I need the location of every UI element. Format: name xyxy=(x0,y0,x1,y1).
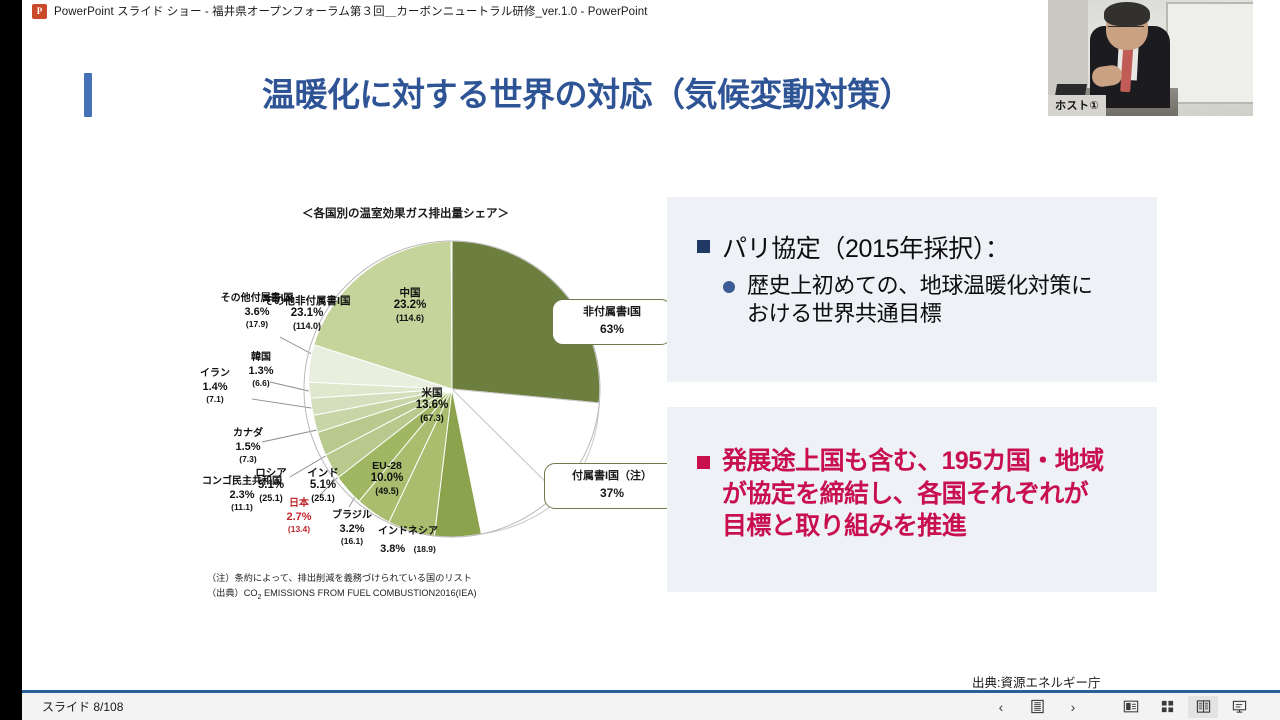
slide-grid-icon[interactable] xyxy=(1152,696,1182,718)
dev-line2: が協定を締結し、各国それぞれが xyxy=(722,479,1089,508)
round-bullet-icon xyxy=(723,281,735,293)
webcam-overlay[interactable]: ホスト① xyxy=(1048,0,1253,116)
status-accent-line xyxy=(22,690,1280,693)
pie-svg xyxy=(303,240,601,538)
chart-footnote-1: （注）条約によって、排出削減を義務づけられている国のリスト xyxy=(207,573,472,583)
pen-menu-glyph xyxy=(1030,699,1044,714)
status-bar: スライド 8/108 ‹ › xyxy=(22,693,1280,720)
chart-footnote-2: （出典）CO2 EMISSIONS FROM FUEL COMBUSTION20… xyxy=(207,585,477,601)
panel-paris-agreement: パリ協定（2015年採択）： 歴史上初めての、地球温暖化対策に おける世界共通目… xyxy=(667,197,1157,382)
square-bullet-icon xyxy=(697,456,710,469)
dev-row: 発展途上国も含む、195カ国・地域 が協定を締結し、各国それぞれが 目標と取り組… xyxy=(697,445,1143,543)
reading-view-icon[interactable] xyxy=(1188,695,1218,718)
outer-label-brazil: ブラジル 3.2% (16.1) xyxy=(332,510,372,547)
pie-chart-block: ＜各国別の温室効果ガス排出量シェア＞ xyxy=(192,177,680,627)
pen-menu-icon[interactable] xyxy=(1022,696,1052,718)
window-title: PowerPoint スライド ショー - 福井県オープンフォーラム第３回＿カー… xyxy=(54,6,648,18)
callout-non-annex1: 非付属書I国 63% xyxy=(552,299,672,345)
paris-sub-line1: 歴史上初めての、地球温暖化対策に xyxy=(747,273,1093,298)
dev-line3: 目標と取り組みを推進 xyxy=(722,512,967,540)
footnote-co2-pre: （出典）CO xyxy=(207,588,258,598)
paris-sub-line2: おける世界共通目標 xyxy=(747,301,942,327)
chart-title: ＜各国別の温室効果ガス排出量シェア＞ xyxy=(302,208,509,220)
slide-counter: スライド 8/108 xyxy=(42,700,124,714)
outer-label-indonesia: インドネシア 3.8% (18.9) xyxy=(378,526,438,555)
outer-label-congo: コンゴ民主共和国 2.3% (11.1) xyxy=(202,476,282,513)
title-accent-bar xyxy=(84,73,92,117)
square-bullet-icon xyxy=(697,240,710,253)
powerpoint-icon: P xyxy=(32,3,47,19)
next-slide-button[interactable]: › xyxy=(1058,696,1088,718)
grid-glyph xyxy=(1161,700,1173,713)
window-title-bar: P PowerPoint スライド ショー - 福井県オープンフォーラム第３回＿… xyxy=(22,0,1280,22)
presenter-hair xyxy=(1104,2,1150,26)
dev-line1: 発展途上国も含む、195カ国・地域 xyxy=(722,447,1104,475)
slide-canvas[interactable]: 温暖化に対する世界の対応（気候変動対策） ＜各国別の温室効果ガス排出量シェア＞ xyxy=(22,22,1280,690)
paris-heading: パリ協定（2015年採択）： xyxy=(722,235,1010,263)
outer-label-iran: イラン 1.4% (7.1) xyxy=(200,368,230,405)
paris-heading-row: パリ協定（2015年採択）： xyxy=(697,229,1143,265)
presenter-view-icon[interactable] xyxy=(1224,696,1254,718)
presenter-glyph xyxy=(1232,700,1246,713)
outer-label-other-annex: その他付属書I国 3.6% (17.9) xyxy=(220,293,294,330)
pie-graphic xyxy=(302,239,602,539)
footnote-co2-post: EMISSIONS FROM FUEL COMBUSTION2016(IEA) xyxy=(261,588,477,598)
paris-subpoint-row: 歴史上初めての、地球温暖化対策に おける世界共通目標 xyxy=(723,272,1143,328)
captions-icon[interactable] xyxy=(1116,696,1146,718)
status-bar-controls: ‹ › xyxy=(986,695,1254,718)
reading-glyph xyxy=(1196,700,1210,713)
outer-label-japan: 日本 2.7% (13.4) xyxy=(286,498,312,535)
webcam-name-badge: ホスト① xyxy=(1048,95,1107,116)
captions-glyph xyxy=(1123,700,1139,713)
callout-annex1: 付属書I国（注） 37% xyxy=(544,463,680,509)
outer-label-korea: 韓国 1.3% (6.6) xyxy=(248,352,274,389)
previous-slide-button[interactable]: ‹ xyxy=(986,696,1016,718)
slide-title: 温暖化に対する世界の対応（気候変動対策） xyxy=(262,76,913,113)
presenter-glasses-icon xyxy=(1108,26,1144,34)
slide-source-note: 出典:資源エネルギー庁 xyxy=(972,676,1101,690)
panel-developing-countries: 発展途上国も含む、195カ国・地域 が協定を締結し、各国それぞれが 目標と取り組… xyxy=(667,407,1157,592)
outer-label-canada: カナダ 1.5% (7.3) xyxy=(233,428,263,465)
footnote-co2-sub: 2 xyxy=(257,593,262,601)
